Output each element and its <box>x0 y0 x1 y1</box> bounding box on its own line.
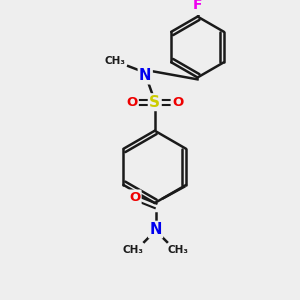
Text: O: O <box>129 191 140 204</box>
Text: O: O <box>126 96 138 109</box>
Text: N: N <box>139 68 152 83</box>
Text: CH₃: CH₃ <box>104 56 125 66</box>
Text: O: O <box>172 96 183 109</box>
Text: CH₃: CH₃ <box>122 244 143 255</box>
Text: CH₃: CH₃ <box>168 244 189 255</box>
Text: N: N <box>149 222 162 237</box>
Text: F: F <box>193 0 202 12</box>
Text: S: S <box>149 95 160 110</box>
